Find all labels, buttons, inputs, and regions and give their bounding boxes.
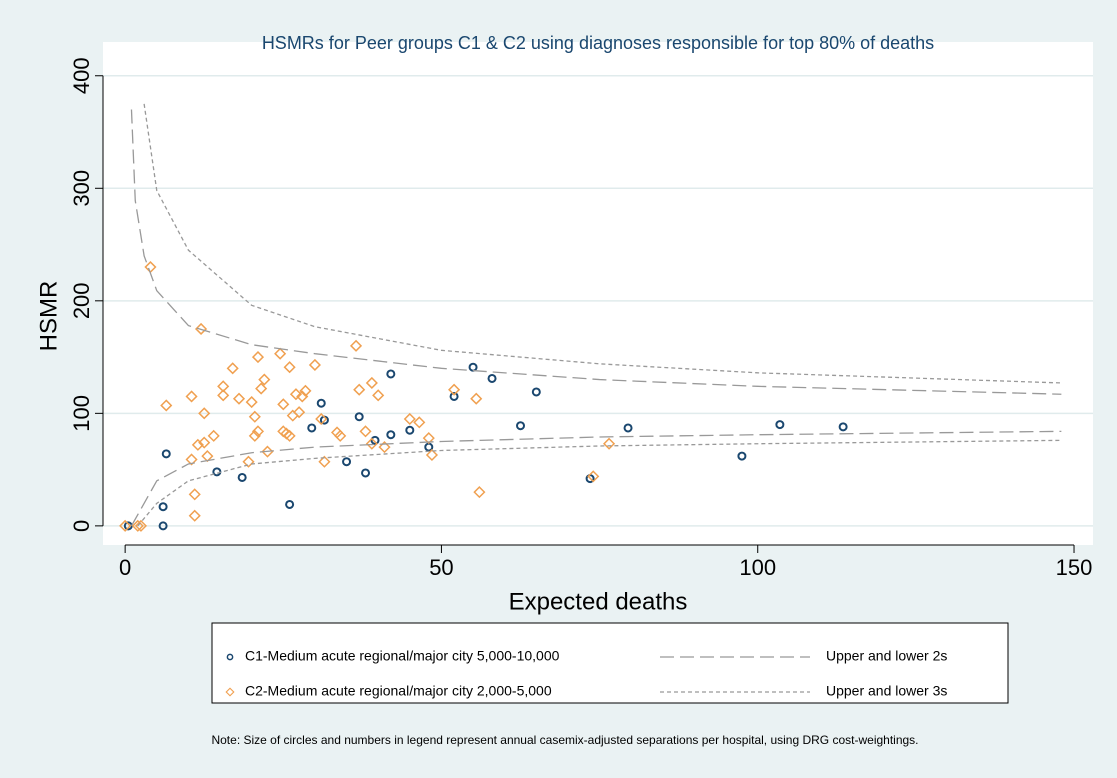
data-point [342, 457, 352, 467]
data-point [386, 369, 396, 379]
data-point [487, 373, 497, 383]
data-point [386, 430, 396, 440]
data-point [237, 472, 247, 482]
y-tick-label: 200 [69, 282, 94, 319]
legend-label: C2-Medium acute regional/major city 2,00… [245, 683, 552, 699]
data-point [299, 384, 312, 397]
data-point [318, 455, 331, 468]
data-point [134, 519, 148, 532]
data-point [334, 429, 347, 442]
data-point [289, 388, 302, 401]
data-point [160, 399, 173, 412]
data-point [258, 373, 271, 386]
data-point [198, 407, 211, 420]
data-point [285, 499, 295, 509]
data-point [226, 362, 239, 375]
data-point [531, 387, 541, 397]
data-point [775, 420, 785, 430]
data-point [587, 470, 600, 483]
data-point [188, 488, 201, 501]
data-point [207, 429, 220, 442]
data-point [361, 468, 371, 478]
data-point [308, 358, 321, 372]
data-point [316, 398, 326, 408]
legend [211, 622, 1009, 704]
x-tick-label: 150 [1056, 555, 1093, 580]
y-tick-label: 300 [69, 170, 94, 207]
data-point [191, 438, 204, 451]
data-point [131, 519, 144, 532]
legend-marker [226, 653, 234, 661]
data-point [293, 406, 306, 419]
data-point [473, 486, 486, 499]
data-point [470, 392, 483, 405]
data-point [248, 410, 261, 423]
data-point [737, 451, 747, 461]
data-point [255, 382, 268, 395]
data-point [370, 435, 380, 445]
data-point [349, 339, 363, 352]
data-point [251, 351, 265, 364]
data-point [353, 383, 366, 396]
x-tick-label: 100 [739, 555, 776, 580]
data-point [378, 441, 391, 454]
data-point [277, 398, 290, 411]
legend-label: Upper and lower 2s [826, 648, 947, 664]
data-point [217, 389, 230, 402]
data-point [307, 423, 317, 433]
y-tick-label: 100 [69, 395, 94, 432]
data-point [403, 412, 416, 426]
data-point [251, 425, 265, 438]
data-point [448, 383, 461, 396]
data-point [119, 519, 132, 532]
x-axis-label: Expected deaths [509, 588, 688, 615]
plot-area [103, 42, 1093, 545]
data-point [405, 425, 415, 435]
data-point [198, 436, 211, 449]
data-point [161, 449, 171, 459]
legend-marker [225, 687, 235, 697]
data-point [274, 347, 287, 360]
data-point [354, 412, 364, 422]
data-point [248, 429, 261, 442]
data-point [185, 390, 198, 403]
y-tick-label: 0 [69, 520, 94, 532]
data-point [188, 509, 201, 522]
data-point [185, 453, 198, 466]
data-point [158, 502, 168, 512]
data-point [422, 432, 435, 445]
data-point [158, 521, 168, 531]
data-point [365, 376, 378, 390]
chart-title: HSMRs for Peer groups C1 & C2 using diag… [262, 33, 934, 53]
note: Note: Size of circles and numbers in leg… [211, 733, 918, 747]
data-point [603, 437, 616, 450]
data-point [315, 412, 328, 426]
data-point [194, 322, 208, 336]
data-point [242, 455, 255, 468]
data-point [413, 416, 426, 429]
data-point [516, 421, 526, 431]
data-point [232, 392, 246, 405]
data-point [261, 445, 274, 458]
data-point [283, 361, 296, 374]
data-point [838, 422, 848, 432]
data-point [372, 389, 385, 402]
legend-label: C1-Medium acute regional/major city 5,00… [245, 648, 560, 664]
data-point [359, 425, 372, 438]
data-point [449, 391, 459, 401]
control-limit-line [137, 103, 1062, 527]
data-point [283, 429, 296, 442]
data-point [425, 448, 439, 462]
x-tick-label: 0 [119, 555, 131, 580]
data-point [623, 423, 633, 433]
data-point [365, 437, 378, 450]
data-point [245, 396, 258, 409]
legend-label: Upper and lower 3s [826, 683, 947, 699]
y-axis-label: HSMR [35, 281, 62, 352]
x-tick-label: 50 [429, 555, 453, 580]
y-tick-label: 400 [69, 57, 94, 94]
control-limit-line [130, 109, 1062, 527]
